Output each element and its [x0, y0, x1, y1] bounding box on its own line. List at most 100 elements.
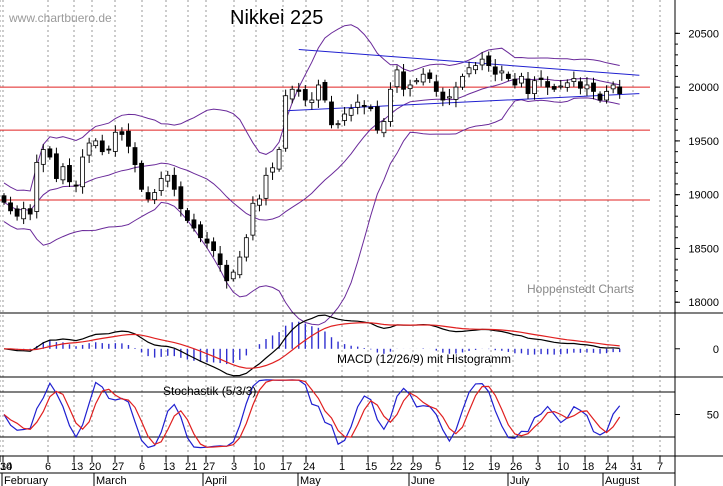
candle-body: [73, 184, 79, 187]
candle-body: [329, 101, 334, 126]
candle-body: [132, 147, 138, 165]
candle-body: [368, 106, 374, 110]
candle-body: [230, 271, 236, 280]
candle-body: [145, 192, 151, 200]
chart-title: Nikkei 225: [230, 7, 323, 29]
candle-body: [519, 75, 524, 84]
month-label: May: [300, 475, 321, 486]
candle-body: [322, 81, 328, 101]
bollinger-lower: [3, 97, 620, 326]
candle-body: [414, 80, 420, 83]
candle-body: [14, 208, 20, 217]
candle-body: [492, 66, 498, 75]
date-label: 24: [605, 461, 617, 473]
source-credit: Hoppenstedt Charts: [527, 282, 634, 296]
macd-label: MACD (12/26/9) mit Histogramm: [337, 352, 511, 366]
candle-body: [184, 210, 190, 221]
price-label: 19500: [688, 136, 719, 148]
site-name: www.chartbuero.de: [8, 11, 112, 25]
candle-body: [47, 148, 53, 158]
candle-body: [309, 99, 315, 104]
price-label: 18000: [688, 297, 719, 309]
candle-body: [198, 224, 203, 239]
candle-body: [60, 166, 66, 181]
month-label: June: [411, 475, 435, 486]
macd-line: [3, 314, 620, 377]
candle-body: [67, 165, 72, 183]
candle-body: [80, 156, 85, 188]
candle-body: [165, 174, 171, 182]
month-label: March: [96, 475, 127, 486]
candle-body: [473, 65, 479, 71]
candle-body: [27, 208, 33, 215]
candle-body: [191, 219, 197, 229]
candle-body: [243, 237, 249, 258]
candle-body: [250, 202, 256, 236]
stochastic-k-line: [3, 379, 621, 449]
date-label: 3: [535, 461, 541, 473]
date-label: 20: [89, 461, 101, 473]
stochastic-axis-label: 50: [707, 410, 719, 422]
date-label: 27: [112, 461, 124, 473]
date-label: 30: [0, 461, 12, 473]
date-label: 10: [557, 461, 569, 473]
candle-body: [348, 108, 354, 116]
candle-body: [512, 78, 518, 86]
candle-body: [342, 113, 348, 121]
candlesticks: [1, 51, 623, 289]
month-label: August: [605, 475, 639, 486]
date-label: 31: [630, 461, 642, 473]
candle-body: [466, 67, 472, 75]
date-label: 13: [71, 461, 83, 473]
candle-body: [401, 71, 406, 90]
date-label: 5: [435, 461, 441, 473]
candle-body: [532, 80, 537, 94]
candle-body: [505, 73, 511, 79]
date-axis: 30 6 13 20 27 6 13 21 27 3 10 17 24 1 15 22 29 5 12 19 26 3 10…: [0, 456, 675, 486]
stochastic-panel: [0, 379, 675, 449]
date-label: 3: [231, 461, 237, 473]
candle-body: [407, 84, 413, 90]
date-label: 26: [510, 461, 522, 473]
date-label: 27: [203, 461, 215, 473]
candle-body: [34, 162, 40, 212]
candle-body: [564, 82, 570, 88]
candle-body: [296, 89, 302, 92]
price-label: 20500: [688, 28, 719, 40]
candle-body: [604, 91, 609, 101]
date-label: 17: [280, 461, 292, 473]
candle-body: [388, 88, 393, 122]
candle-body: [211, 241, 217, 252]
date-label: 15: [365, 461, 377, 473]
date-label: 6: [45, 461, 51, 473]
candle-body: [152, 192, 158, 201]
candle-body: [257, 198, 262, 206]
bollinger-upper: [3, 24, 620, 192]
candle-body: [440, 91, 446, 101]
candle-body: [420, 73, 426, 83]
candle-body: [237, 256, 243, 276]
date-label: 10: [253, 461, 265, 473]
candle-body: [558, 85, 564, 88]
macd-axis-label: 0: [713, 344, 719, 356]
stochastic-label: Stochastik (5/3/3): [163, 384, 256, 398]
macd-signal-line: [3, 322, 620, 369]
date-label: 18: [582, 461, 594, 473]
date-label: 6: [139, 461, 145, 473]
candle-body: [139, 162, 144, 190]
stochastic-d-line: [3, 379, 621, 448]
candle-body: [394, 69, 400, 88]
candle-body: [538, 77, 544, 80]
price-label: 18500: [688, 243, 719, 255]
candle-body: [112, 131, 118, 152]
date-label: 14: [0, 461, 12, 473]
date-label: 13: [163, 461, 175, 473]
candle-body: [571, 78, 577, 82]
candle-body: [315, 84, 321, 101]
candle-body: [171, 174, 177, 190]
candle-body: [591, 82, 596, 92]
candle-body: [21, 208, 27, 220]
candle-body: [119, 131, 125, 135]
